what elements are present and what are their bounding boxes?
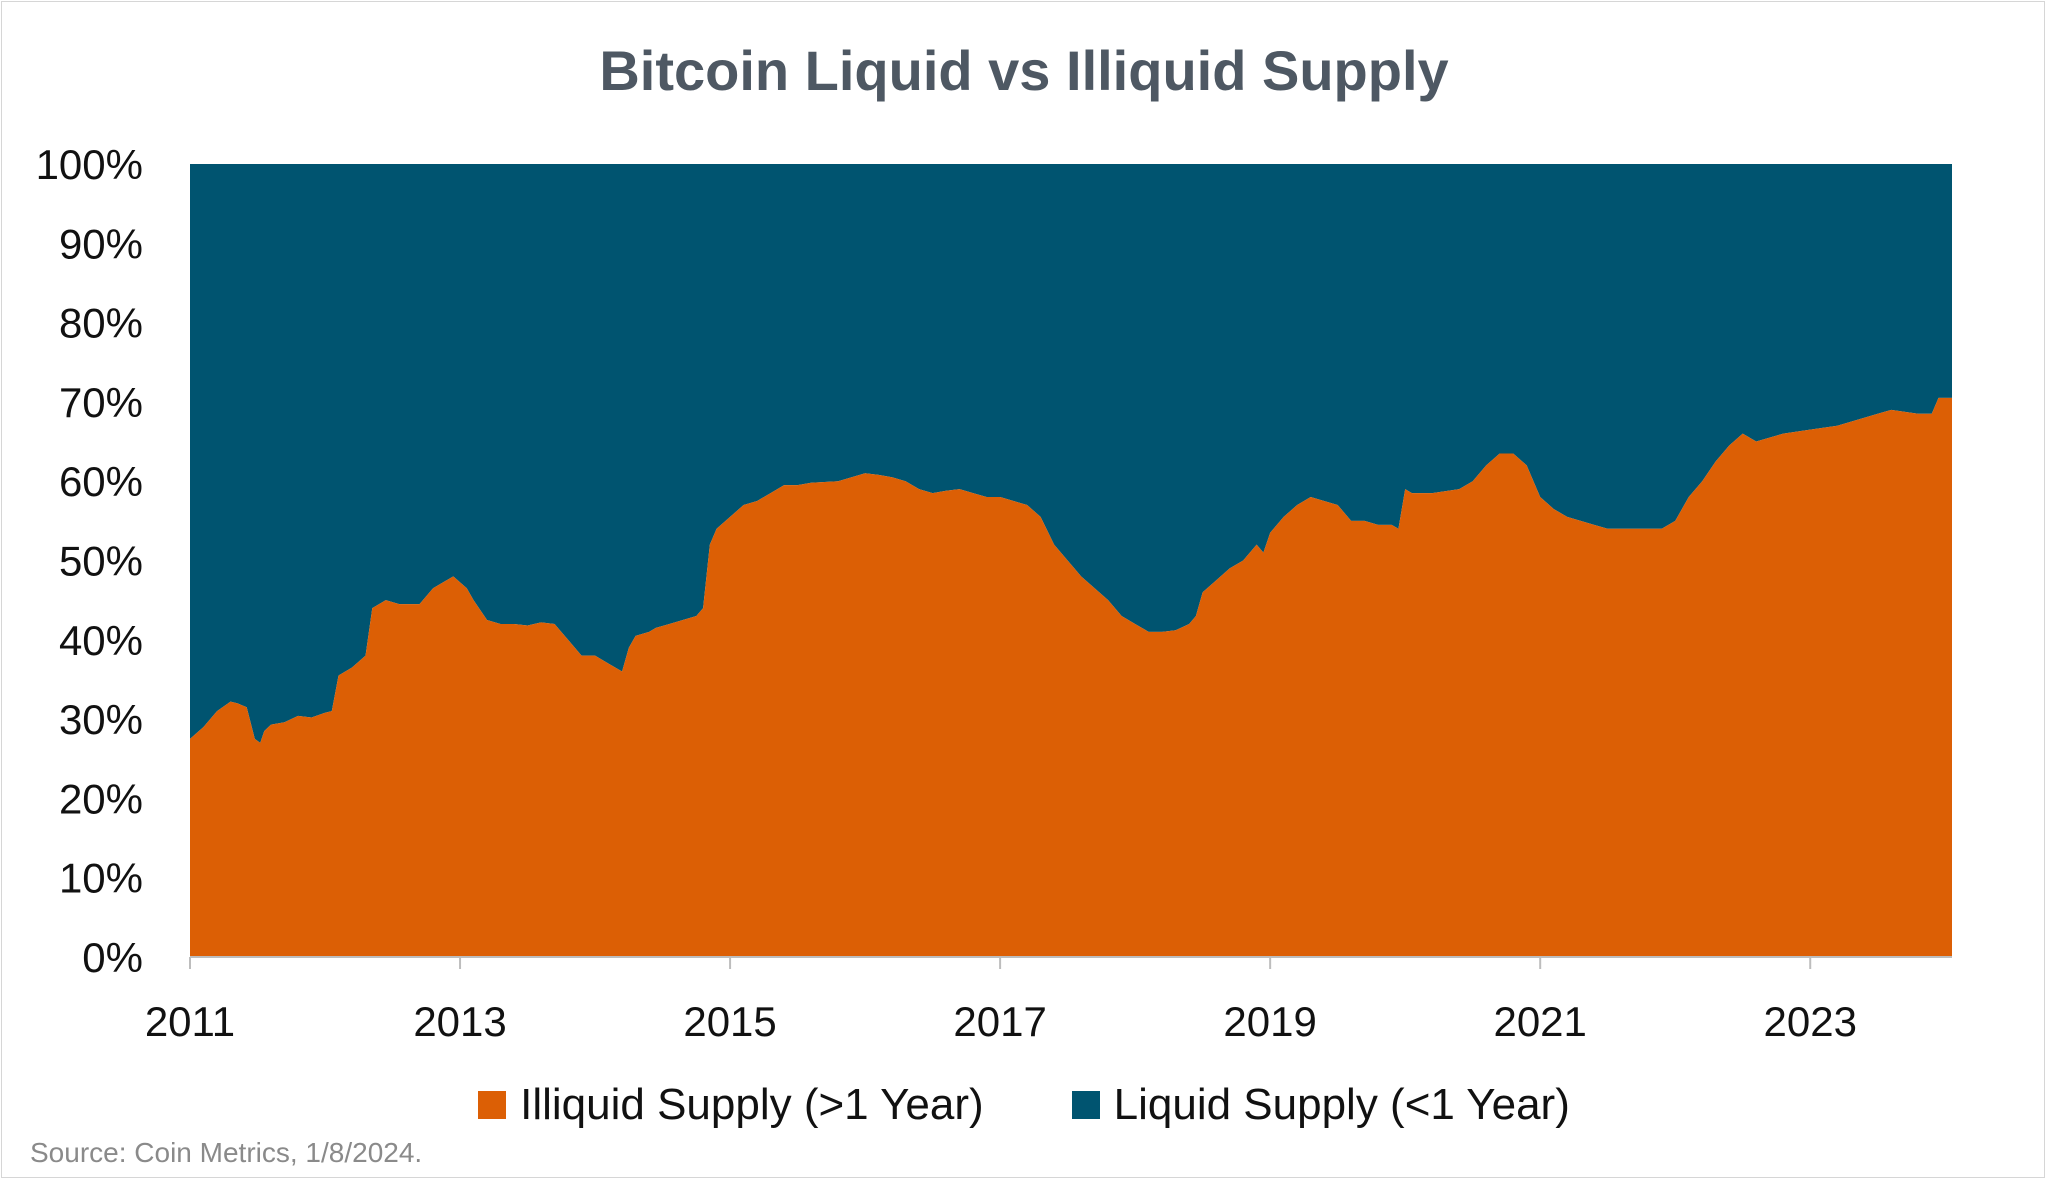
x-tick-label: 2023 <box>1764 998 1857 1045</box>
x-tick-label: 2021 <box>1493 998 1586 1045</box>
legend-label-liquid: Liquid Supply (<1 Year) <box>1113 1080 1570 1129</box>
legend-item-illiquid: Illiquid Supply (>1 Year) <box>478 1080 984 1130</box>
y-tick-label: 20% <box>59 775 143 822</box>
chart-legend: Illiquid Supply (>1 Year) Liquid Supply … <box>0 1080 2048 1130</box>
x-tick-label: 2011 <box>145 998 235 1045</box>
y-tick-label: 10% <box>59 855 143 902</box>
chart-title: Bitcoin Liquid vs Illiquid Supply <box>599 39 1449 102</box>
legend-swatch-illiquid <box>478 1091 507 1119</box>
source-note: Source: Coin Metrics, 1/8/2024. <box>30 1137 423 1168</box>
y-tick-label: 50% <box>59 538 143 585</box>
legend-label-illiquid: Illiquid Supply (>1 Year) <box>520 1080 984 1129</box>
y-tick-label: 60% <box>59 458 143 505</box>
y-tick-label: 100% <box>36 141 143 188</box>
y-tick-label: 90% <box>59 220 143 267</box>
x-tick-label: 2013 <box>413 998 506 1045</box>
legend-swatch-liquid <box>1071 1091 1100 1119</box>
y-tick-label: 70% <box>59 379 143 426</box>
x-tick-label: 2019 <box>1223 998 1316 1045</box>
x-tick-label: 2017 <box>953 998 1046 1045</box>
y-tick-label: 0% <box>82 934 143 981</box>
y-tick-label: 80% <box>59 300 143 347</box>
x-tick-label: 2015 <box>683 998 776 1045</box>
legend-item-liquid: Liquid Supply (<1 Year) <box>1071 1080 1570 1130</box>
illiquid-supply-area <box>190 397 1952 957</box>
liquid-supply-area <box>190 164 1952 743</box>
y-tick-label: 30% <box>59 696 143 743</box>
y-tick-label: 40% <box>59 617 143 664</box>
